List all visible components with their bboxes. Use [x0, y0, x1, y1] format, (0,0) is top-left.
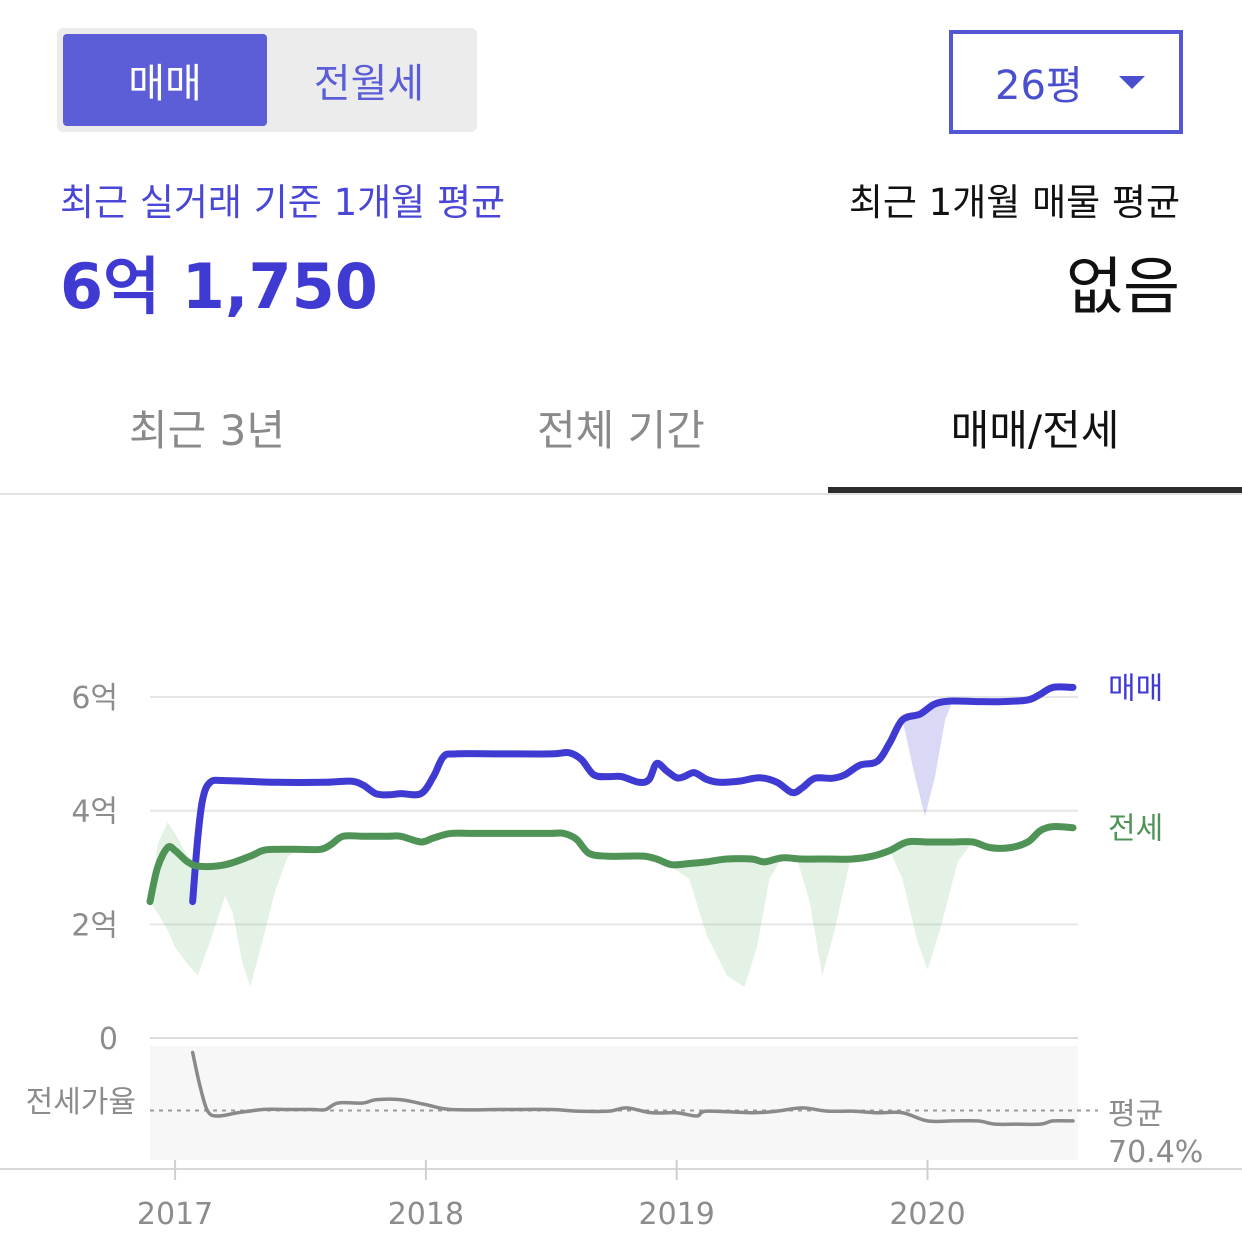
x-tick-label: 2018: [388, 1197, 464, 1232]
series-band-1: [664, 841, 973, 987]
recent-trade-label: 최근 실거래 기준 1개월 평균: [60, 181, 506, 224]
x-tick-label: 2017: [137, 1197, 213, 1232]
listing-average-label: 최근 1개월 매물 평균: [848, 181, 1180, 224]
y-tick-label: 6억: [71, 681, 118, 716]
jeonse-series-line: [146, 823, 1077, 906]
caret-down-icon: [1119, 76, 1145, 89]
tab-all-period[interactable]: 전체 기간: [537, 405, 705, 455]
active-tab-indicator: [828, 487, 1242, 493]
sale-series-line: [189, 683, 1077, 906]
recent-trade-value: 6억 1,750: [60, 250, 378, 323]
size-dropdown[interactable]: 26평: [949, 30, 1183, 134]
rent-tab-button[interactable]: 전월세: [313, 61, 425, 107]
tab-divider: [0, 493, 1242, 495]
y-tick-label: 4억: [71, 795, 118, 830]
x-tick-label: 2020: [889, 1197, 965, 1232]
period-tabs: 최근 3년 전체 기간 매매/전세: [0, 380, 1242, 496]
x-tick-label: 2019: [639, 1197, 715, 1232]
sale-tab-button[interactable]: 매매: [63, 34, 267, 126]
listing-average-value: 없음: [1065, 250, 1180, 323]
series-band-0: [889, 701, 953, 817]
tab-sale-jeonse[interactable]: 매매/전세: [950, 405, 1120, 455]
ratio-average-label: 평균: [1108, 1097, 1163, 1132]
sale-series-label: 매매: [1108, 671, 1163, 706]
ratio-series-line: [190, 1050, 1075, 1127]
trade-type-toggle: 매매 전월세: [57, 28, 477, 132]
size-dropdown-value: 26평: [995, 63, 1083, 109]
jeonse-series-label: 전세: [1108, 812, 1163, 847]
tab-recent-3-years[interactable]: 최근 3년: [129, 405, 285, 455]
y-tick-label: 2억: [71, 908, 118, 943]
y-tick-label: 0: [99, 1022, 118, 1057]
ratio-label: 전세가율: [26, 1085, 136, 1120]
ratio-average-value: 70.4%: [1108, 1135, 1203, 1170]
ratio-panel-bg: [150, 1046, 1078, 1160]
